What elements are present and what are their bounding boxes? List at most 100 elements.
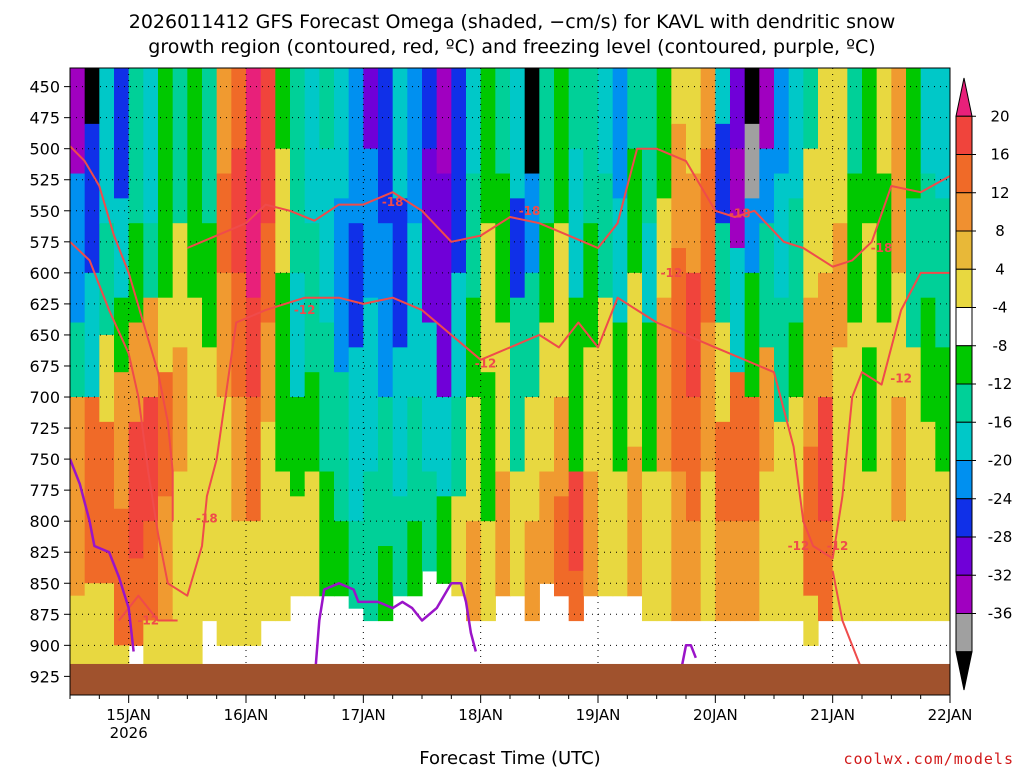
colorbar-segment [955,268,973,308]
y-tick-label: 475 [29,109,60,128]
omega-cell [906,68,922,199]
omega-cell [598,173,614,299]
omega-cell [275,272,291,473]
y-tick-label: 525 [29,171,60,190]
omega-cell [759,471,775,622]
omega-cell [187,297,203,398]
omega-cell [319,68,335,150]
omega-cell [744,397,760,522]
omega-cell [378,223,394,398]
omega-cell [686,521,702,622]
colorbar-segment [955,574,973,614]
omega-cell [554,397,570,497]
omega-cell [774,521,790,622]
omega-cell [392,347,408,497]
omega-cell [348,521,364,609]
colorbar: 20 16 12 8 4 -4 -8 -12 -16 -20 -24 -28 -32 -36 [955,77,1012,691]
colorbar-label: 12 [990,184,1009,202]
omega-cell [510,297,526,473]
chart-title-line-2: growth region (contoured, red, ºC) and f… [148,36,875,58]
omega-cell [847,471,863,622]
omega-cell [862,68,878,224]
omega-cell [451,496,467,597]
colorbar-label: 8 [995,222,1005,240]
omega-cell [84,583,100,671]
x-tick-label: 20JAN [693,706,738,724]
y-tick-label: 700 [29,388,60,407]
colorbar-segment [955,115,973,155]
x-tick-sublabel: 2026 [110,724,148,742]
omega-cell [422,322,438,473]
omega-cell [99,223,115,336]
omega-cell [906,471,922,622]
omega-cell [99,583,115,671]
omega-cell [906,347,922,473]
omega-cell [715,421,731,522]
omega-cell [114,508,130,646]
omega-cell [246,297,262,398]
omega-cell [803,68,819,150]
omega-cell [803,297,819,448]
omega-cell [216,397,232,522]
omega-cell [407,68,423,224]
colorbar-label: 16 [990,146,1009,164]
omega-cell [348,68,364,224]
omega-cell [451,397,467,497]
omega-cell [788,198,804,324]
site-credit: coolwx.com/models [843,750,1014,768]
omega-cell [598,421,614,597]
contour-label: -12 [137,614,159,628]
omega-cell [730,372,746,522]
omega-cell [744,272,760,398]
omega-cell [583,68,599,224]
omega-cell [260,322,276,423]
omega-cell [686,272,702,398]
freezing-contour-line [313,582,478,683]
omega-cell [187,68,203,299]
omega-cell [788,68,804,199]
omega-cell [524,521,540,622]
omega-cell [422,68,438,150]
gridlines [70,68,950,695]
colorbar-segment [955,421,973,461]
omega-cell [290,68,306,274]
contour-label: -18 [519,204,541,218]
omega-cell [99,334,115,423]
contour-label: -12 [660,266,682,280]
colorbar-top-arrow [955,77,973,117]
omega-cell [172,471,188,597]
omega-cell [906,198,922,348]
omega-cell [128,558,144,646]
omega-cell [612,68,628,199]
x-tick-label: 15JAN [106,706,151,724]
omega-cell [642,68,658,224]
omega-cell [319,148,335,324]
freezing-contour-line [70,458,135,652]
omega-cell [436,68,452,175]
y-tick-label: 575 [29,233,60,252]
omega-cell [114,68,130,199]
omega-cell [568,68,584,150]
omega-cell [583,223,599,348]
freezing-contour-line [679,644,697,671]
omega-cell [407,223,423,398]
x-tick-label: 21JAN [810,706,855,724]
omega-cell [451,68,467,274]
omega-cell [363,471,379,622]
omega-cell [671,248,687,473]
omega-cell [686,397,702,522]
omega-cell [627,272,643,448]
omega-cell [612,471,628,597]
omega-cell [480,372,496,522]
omega-cell [319,471,335,597]
omega-cell [114,297,130,373]
omega-cell [407,397,423,522]
x-tick-label: 22JAN [928,706,973,724]
omega-cell [143,521,159,622]
omega-cell [436,173,452,398]
colorbar-label: -8 [993,337,1008,355]
omega-cell [510,198,526,299]
omega-cell [334,198,350,373]
contour-label: -18 [196,512,218,526]
